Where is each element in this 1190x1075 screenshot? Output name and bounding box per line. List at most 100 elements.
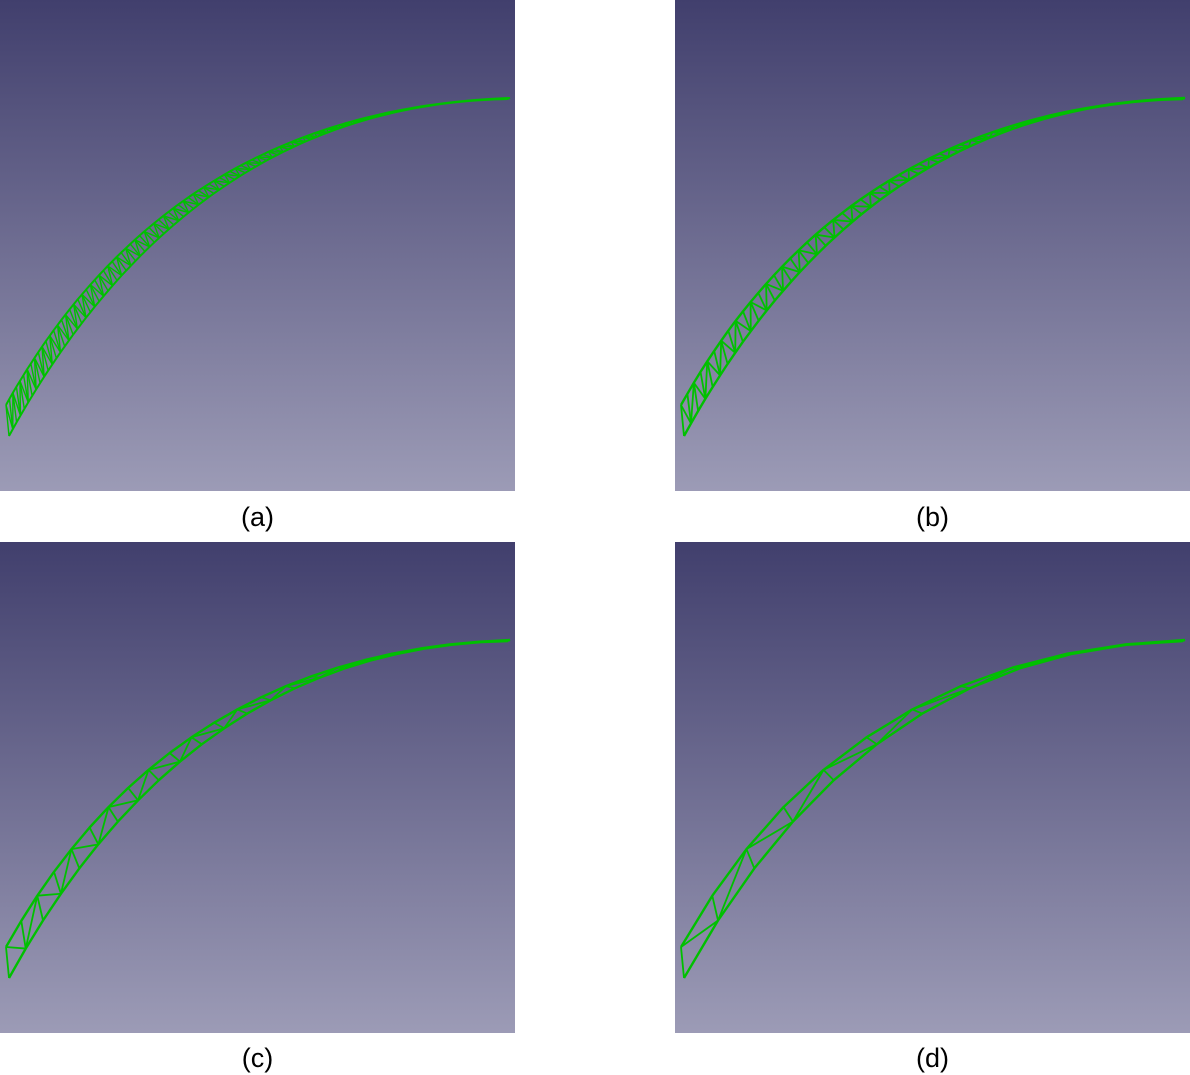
vertical-member	[789, 257, 801, 273]
diagonal-member	[192, 193, 200, 205]
diagonal-member	[1108, 102, 1124, 106]
diagonal-member	[680, 919, 719, 948]
vertical-member	[251, 159, 262, 165]
vertical-member	[192, 193, 205, 202]
diagonal-member	[949, 145, 970, 150]
vertical-member	[1182, 639, 1186, 642]
vertical-member	[102, 270, 114, 287]
diagonal-member	[148, 760, 181, 771]
diagonal-member	[969, 666, 1014, 690]
diagonal-member	[182, 200, 190, 213]
vertical-member	[162, 215, 175, 226]
diagonal-member	[797, 250, 801, 273]
vertical-member	[26, 369, 33, 397]
diagonal-member	[153, 223, 160, 239]
vertical-member	[229, 170, 241, 177]
truss-view-c	[0, 542, 515, 1033]
diagonal-member	[285, 676, 320, 688]
vertical-member	[77, 299, 87, 318]
diagonal-member	[792, 769, 825, 823]
diagonal-member	[449, 641, 480, 646]
diagonal-member	[947, 148, 951, 157]
diagonal-member	[814, 234, 818, 255]
diagonal-member	[424, 104, 428, 108]
vertical-member	[1182, 97, 1186, 100]
vertical-member	[218, 176, 230, 184]
vertical-member	[49, 335, 58, 359]
vertical-member	[107, 265, 118, 281]
vertical-member	[745, 848, 756, 869]
diagonal-member	[12, 392, 22, 416]
diagonal-member	[203, 186, 220, 191]
diagonal-member	[125, 247, 141, 257]
diagonal-member	[234, 168, 241, 177]
vertical-member	[841, 212, 854, 223]
diagonal-member	[191, 727, 225, 739]
vertical-member	[850, 205, 863, 215]
vertical-member	[285, 143, 295, 148]
diagonal-member	[750, 301, 768, 312]
vertical-member	[143, 231, 155, 243]
vertical-member	[240, 164, 251, 171]
diagonal-member	[1012, 653, 1073, 669]
vertical-member	[296, 139, 306, 143]
diagonal-member	[1099, 103, 1110, 108]
diagonal-member	[337, 659, 371, 669]
viewport-background	[675, 542, 1190, 1033]
diagonal-member	[71, 843, 99, 850]
vertical-member	[781, 266, 793, 282]
diagonal-member	[98, 275, 105, 297]
diagonal-member	[411, 106, 415, 110]
diagonal-member	[179, 736, 193, 762]
diagonal-member	[850, 205, 854, 222]
diagonal-member	[680, 404, 692, 424]
vertical-member	[56, 324, 66, 347]
diagonal-member	[246, 161, 262, 165]
vertical-member	[33, 357, 41, 384]
truss-view-a	[0, 0, 515, 491]
vertical-member	[734, 320, 744, 343]
diagonal-member	[33, 357, 37, 390]
truss-canvas-b	[675, 0, 1190, 491]
vertical-member	[814, 234, 827, 247]
vertical-member	[153, 223, 165, 234]
vertical-member	[713, 350, 721, 376]
vertical-member	[822, 769, 835, 781]
diagonal-member	[108, 799, 139, 809]
diagonal-member	[832, 219, 836, 238]
vertical-member	[507, 97, 511, 100]
diagonal-member	[202, 186, 210, 198]
vertical-member	[213, 721, 225, 730]
diagonal-member	[137, 769, 150, 801]
diagonal-member	[98, 274, 113, 287]
diagonal-member	[256, 156, 262, 164]
truss-view-b	[675, 0, 1190, 491]
diagonal-member	[193, 193, 209, 198]
vertical-member	[236, 708, 248, 715]
vertical-member	[64, 314, 74, 335]
viewport-background	[0, 0, 515, 491]
diagonal-member	[495, 97, 502, 100]
diagonal-member	[1076, 107, 1085, 112]
vertical-member	[53, 871, 62, 895]
diagonal-member	[64, 314, 70, 341]
diagonal-member	[143, 230, 160, 239]
diagonal-member	[162, 215, 170, 230]
diagonal-member	[436, 102, 442, 106]
vertical-member	[98, 274, 109, 292]
vertical-member	[20, 920, 27, 949]
vertical-member	[308, 134, 318, 138]
diagonal-member	[693, 382, 707, 400]
vertical-member	[169, 752, 181, 763]
vertical-member	[198, 190, 210, 198]
diagonal-member	[235, 167, 251, 171]
diagonal-member	[41, 346, 45, 377]
diagonal-member	[224, 173, 241, 177]
diagonal-member	[1124, 640, 1184, 646]
vertical-member	[797, 249, 810, 264]
vertical-member	[127, 787, 139, 801]
diagonal-member	[851, 205, 871, 208]
vertical-member	[865, 736, 878, 745]
diagonal-member	[399, 109, 402, 112]
diagonal-member	[173, 207, 189, 214]
